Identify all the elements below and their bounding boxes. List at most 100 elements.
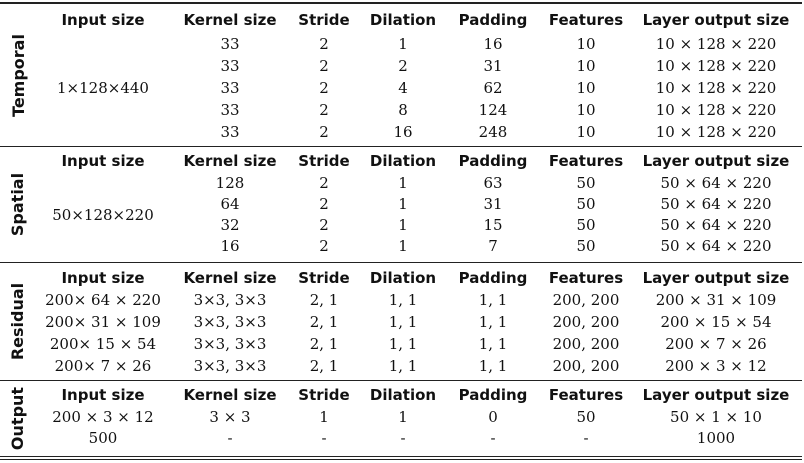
header-features: Features: [548, 386, 624, 404]
table-row: 33 2 16 248 10 10 × 128 × 220: [0, 121, 804, 143]
header-input-size: Input size: [61, 11, 145, 29]
table-cell: 3×3, 3×3: [193, 291, 267, 309]
header-stride: Stride: [298, 152, 350, 170]
header-stride: Stride: [298, 269, 350, 287]
table-cell: 200 × 7 × 26: [665, 335, 767, 353]
bottom-rule-double: [0, 459, 802, 460]
table-cell: 64: [220, 195, 240, 213]
table-cell: 8: [398, 101, 408, 119]
table-cell: 2: [319, 101, 329, 119]
table-cell: 200 × 15 × 54: [660, 313, 772, 331]
header-features: Features: [548, 11, 624, 29]
header-layer-output-size: Layer output size: [642, 269, 790, 287]
table-cell: 1: [398, 174, 408, 192]
table-cell: 63: [483, 174, 503, 192]
table-cell: 3×3, 3×3: [193, 357, 267, 375]
table-cell: 50: [576, 216, 596, 234]
table-cell: 31: [483, 57, 503, 75]
section-residual: Residual Input size Kernel size Stride D…: [0, 263, 804, 380]
header-dilation: Dilation: [369, 269, 437, 287]
table-cell: 2: [319, 174, 329, 192]
section-spatial: Spatial Input size Kernel size Stride Di…: [0, 147, 804, 262]
table-cell: 1: [398, 237, 408, 255]
table-cell: -: [321, 429, 327, 447]
header-row: Input size Kernel size Stride Dilation P…: [0, 150, 804, 172]
table-cell: 2: [319, 195, 329, 213]
table-cell: 2, 1: [309, 357, 339, 375]
table-row: 200× 64 × 220 3×3, 3×3 2, 1 1, 1 1, 1 200, 20…: [0, 289, 804, 311]
table-cell: 10: [576, 35, 596, 53]
table-cell: 3×3, 3×3: [193, 313, 267, 331]
table-cell: 10: [576, 101, 596, 119]
table-cell: 1: [398, 408, 408, 426]
header-padding: Padding: [458, 152, 528, 170]
table-row: 500 - - - - - 1000: [0, 427, 804, 449]
header-kernel-size: Kernel size: [183, 11, 277, 29]
table-cell: 16: [220, 237, 240, 255]
table-cell: 2: [319, 79, 329, 97]
header-row: Input size Kernel size Stride Dilation P…: [0, 384, 804, 406]
table-cell: 128: [215, 174, 245, 192]
table-cell: 33: [220, 123, 240, 141]
table-cell: 2: [319, 57, 329, 75]
table-cell: 1: [319, 408, 329, 426]
table-cell: 50: [576, 408, 596, 426]
table-cell: 200× 64 × 220: [45, 291, 161, 309]
header-stride: Stride: [298, 11, 350, 29]
table-row: 33 2 4 62 10 10 × 128 × 220: [0, 77, 804, 99]
table-cell: 31: [483, 195, 503, 213]
table-cell: 2: [319, 35, 329, 53]
table-cell: 2: [319, 237, 329, 255]
table-row: 32 2 1 15 50 50 × 64 × 220: [0, 214, 804, 236]
table-cell: 200 × 3 × 12: [665, 357, 767, 375]
table-cell: 50 × 1 × 10: [670, 408, 762, 426]
table-cell: 4: [398, 79, 408, 97]
table-cell: 33: [220, 101, 240, 119]
table-cell: 2, 1: [309, 335, 339, 353]
table-row: 33 2 8 124 10 10 × 128 × 220: [0, 99, 804, 121]
header-row: Input size Kernel size Stride Dilation P…: [0, 9, 804, 31]
header-input-size: Input size: [61, 269, 145, 287]
header-row: Input size Kernel size Stride Dilation P…: [0, 267, 804, 289]
table-cell: 16: [393, 123, 413, 141]
table-row: 200 × 3 × 12 3 × 3 1 1 0 50 50 × 1 × 10: [0, 406, 804, 428]
table-cell: 1000: [696, 429, 736, 447]
merged-input-size: 1×128×440: [57, 79, 149, 97]
table-row: 64 2 1 31 50 50 × 64 × 220: [0, 193, 804, 215]
header-input-size: Input size: [61, 386, 145, 404]
table-cell: 2, 1: [309, 291, 339, 309]
table-row: 200× 31 × 109 3×3, 3×3 2, 1 1, 1 1, 1 200, 20…: [0, 311, 804, 333]
table-cell: 200× 31 × 109: [45, 313, 161, 331]
table-cell: 0: [488, 408, 498, 426]
table-cell: 1, 1: [478, 357, 508, 375]
table-cell: 1, 1: [478, 313, 508, 331]
section-divider: [0, 380, 802, 381]
table-cell: 33: [220, 79, 240, 97]
table-cell: 1: [398, 195, 408, 213]
table-cell: 248: [478, 123, 508, 141]
merged-input-size: 50×128×220: [52, 206, 154, 224]
table-cell: 10 × 128 × 220: [655, 101, 777, 119]
table-cell: 200 × 3 × 12: [52, 408, 154, 426]
table-row: 128 2 1 63 50 50 × 64 × 220: [0, 172, 804, 194]
header-kernel-size: Kernel size: [183, 152, 277, 170]
table-cell: 2, 1: [309, 313, 339, 331]
table-cell: 32: [220, 216, 240, 234]
table-cell: 200× 7 × 26: [54, 357, 152, 375]
table-cell: 200, 200: [552, 357, 620, 375]
header-features: Features: [548, 152, 624, 170]
header-dilation: Dilation: [369, 386, 437, 404]
header-dilation: Dilation: [369, 11, 437, 29]
header-input-size: Input size: [61, 152, 145, 170]
table-cell: 50 × 64 × 220: [660, 195, 772, 213]
table-cell: 50: [576, 195, 596, 213]
table-cell: 15: [483, 216, 503, 234]
table-cell: 124: [478, 101, 508, 119]
table-cell: 33: [220, 35, 240, 53]
table-cell: 200× 15 × 54: [49, 335, 157, 353]
table-cell: 16: [483, 35, 503, 53]
table-cell: -: [400, 429, 406, 447]
table-cell: -: [490, 429, 496, 447]
header-dilation: Dilation: [369, 152, 437, 170]
table-cell: 1, 1: [478, 291, 508, 309]
